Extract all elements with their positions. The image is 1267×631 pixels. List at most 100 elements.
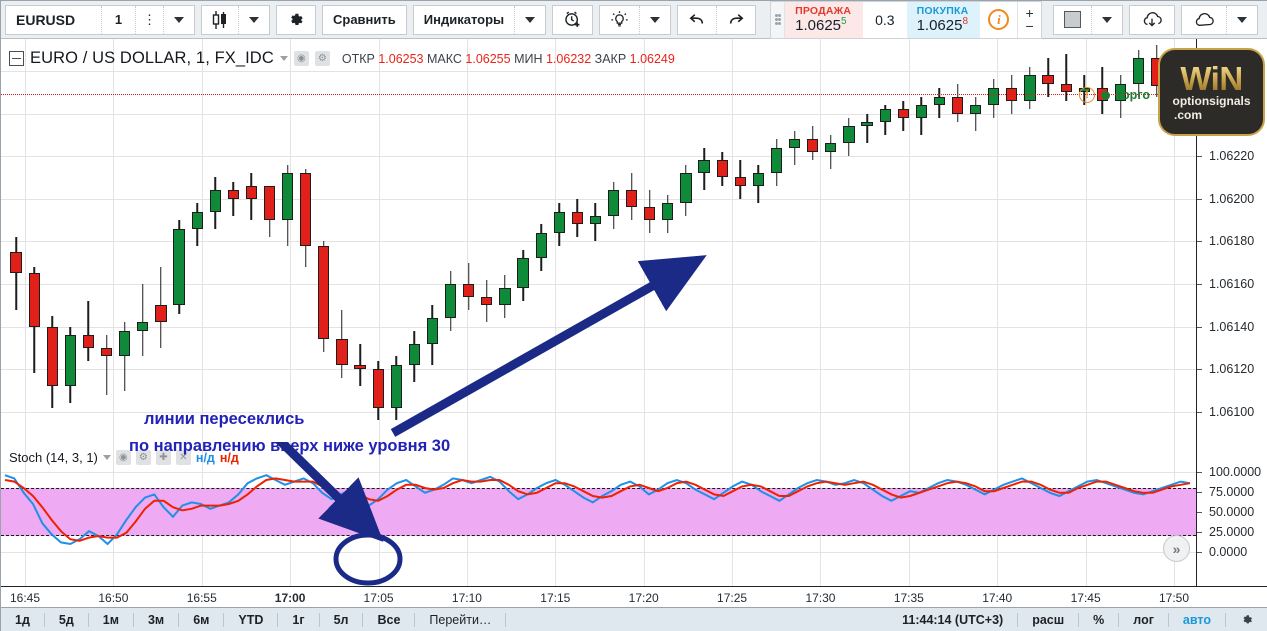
auto-scale-button[interactable]: авто bbox=[1169, 613, 1226, 627]
eye-icon[interactable]: ◉ bbox=[293, 51, 309, 66]
interval-menu-button[interactable]: ⋮ bbox=[136, 5, 164, 34]
candle-body bbox=[137, 322, 149, 331]
price-tick bbox=[1197, 156, 1202, 158]
gear-icon[interactable] bbox=[277, 6, 315, 34]
sell-button[interactable]: ПРОДАЖА 1.06255 bbox=[785, 1, 864, 38]
gridline-vertical bbox=[113, 39, 115, 586]
chart-type-dropdown-button[interactable] bbox=[239, 6, 269, 34]
candle-body bbox=[82, 335, 95, 348]
range-button[interactable]: 1м bbox=[89, 613, 134, 627]
candlestick bbox=[100, 39, 113, 480]
warning-icon[interactable]: ! bbox=[1079, 87, 1096, 103]
candle-body bbox=[372, 369, 384, 408]
trading-status: ! торго bbox=[1079, 87, 1150, 103]
candlestick bbox=[988, 39, 1000, 480]
lightbulb-icon[interactable] bbox=[600, 5, 641, 34]
indicators-dropdown-button[interactable] bbox=[515, 6, 545, 34]
range-button[interactable]: 6м bbox=[179, 613, 225, 627]
buy-label: ПОКУПКА bbox=[916, 5, 969, 18]
candle-body bbox=[499, 288, 511, 306]
range-button[interactable]: Все bbox=[363, 613, 416, 627]
range-button[interactable]: 3м bbox=[134, 613, 180, 627]
redo-arrow-icon[interactable] bbox=[717, 6, 755, 34]
idea-dropdown-button[interactable] bbox=[640, 6, 670, 34]
time-axis[interactable]: 16:45 16:50 16:55 17:00 17:05 17:10 17:15 17:20… bbox=[1, 586, 1267, 608]
candlestick bbox=[861, 39, 873, 480]
candle-body bbox=[64, 335, 76, 387]
candlestick bbox=[662, 39, 674, 480]
plus-icon[interactable]: ✚ bbox=[155, 450, 171, 465]
candle-body bbox=[607, 190, 620, 216]
range-button[interactable]: 1д bbox=[1, 613, 45, 627]
cloud-icon[interactable] bbox=[1182, 5, 1227, 34]
drag-handle[interactable] bbox=[771, 1, 786, 38]
candle-body bbox=[481, 296, 493, 306]
legend-symbol-title: EURO / US DOLLAR, 1, FX_IDC bbox=[30, 49, 274, 67]
interval-dropdown-button[interactable] bbox=[164, 6, 194, 34]
candle-body bbox=[173, 228, 185, 306]
indicator-tick bbox=[1197, 552, 1202, 553]
candles-icon[interactable] bbox=[202, 5, 239, 34]
interval-button[interactable]: 1 bbox=[102, 5, 136, 34]
candlestick bbox=[1096, 39, 1109, 480]
decrease-button[interactable]: − bbox=[1025, 17, 1034, 34]
candlestick bbox=[173, 39, 185, 480]
candle-wick bbox=[105, 335, 108, 395]
layout-dropdown-button[interactable] bbox=[1092, 6, 1122, 34]
info-icon[interactable]: i bbox=[980, 1, 1018, 38]
cloud-download-icon[interactable] bbox=[1130, 6, 1174, 34]
candle-body bbox=[1060, 83, 1072, 93]
chevron-down-icon[interactable] bbox=[279, 56, 288, 61]
chevron-down-icon[interactable] bbox=[102, 455, 111, 460]
chevron-double-right-icon[interactable]: » bbox=[1163, 535, 1190, 562]
range-button[interactable]: YTD bbox=[224, 613, 279, 627]
quote-panel: ПРОДАЖА 1.06255 0.3 ПОКУПКА 1.06258 i + … bbox=[770, 0, 1042, 39]
range-button[interactable]: 1г bbox=[278, 613, 320, 627]
chevron-down-icon bbox=[249, 16, 259, 23]
goto-button[interactable]: Перейти… bbox=[415, 613, 507, 627]
gear-icon[interactable]: ⚙ bbox=[314, 51, 330, 66]
buy-button[interactable]: ПОКУПКА 1.06258 bbox=[906, 1, 981, 38]
close-label: ЗАКР bbox=[594, 51, 627, 66]
status-dot-icon bbox=[1101, 90, 1111, 100]
stochastic-pane[interactable]: Stoch (14, 3, 1) ◉ ⚙ ✚ ✕ н/д н/д » 100.0… bbox=[1, 442, 1267, 586]
indicators-button[interactable]: Индикаторы bbox=[414, 5, 516, 34]
time-tick-label: 16:45 bbox=[9, 591, 41, 605]
gear-icon[interactable]: ⚙ bbox=[135, 450, 151, 465]
gridline-vertical bbox=[290, 39, 292, 586]
candlestick bbox=[119, 39, 131, 480]
cloud-dropdown-button[interactable] bbox=[1227, 6, 1257, 34]
save-group bbox=[1129, 4, 1175, 35]
gear-icon[interactable] bbox=[1226, 613, 1267, 627]
close-icon[interactable]: ✕ bbox=[175, 450, 191, 465]
log-scale-button[interactable]: лог bbox=[1119, 613, 1169, 627]
extended-hours-button[interactable]: расш bbox=[1018, 613, 1080, 627]
indicator-scale[interactable]: 100.0000 75.0000 50.0000 25.0000 0.0000 bbox=[1196, 442, 1267, 586]
candle-body bbox=[970, 105, 982, 114]
range-button[interactable]: 5д bbox=[45, 613, 89, 627]
collapse-icon[interactable] bbox=[9, 51, 24, 66]
alarm-add-icon[interactable] bbox=[553, 6, 592, 34]
compare-button[interactable]: Сравнить bbox=[333, 12, 396, 27]
gridline-horizontal bbox=[1, 70, 1196, 72]
candle-wick bbox=[866, 113, 868, 144]
price-tick-label: 1.06180 bbox=[1209, 234, 1255, 249]
gridline-vertical bbox=[25, 39, 26, 586]
candlestick bbox=[698, 39, 710, 480]
percent-scale-button[interactable]: % bbox=[1079, 613, 1120, 627]
candlestick bbox=[770, 39, 783, 480]
gridline-vertical bbox=[908, 39, 910, 586]
range-button[interactable]: 5л bbox=[320, 613, 364, 627]
symbol-input[interactable]: EURUSD bbox=[6, 5, 102, 34]
candle-wick bbox=[1065, 53, 1067, 101]
eye-icon[interactable]: ◉ bbox=[115, 450, 131, 465]
undo-arrow-icon[interactable] bbox=[678, 5, 718, 34]
increase-button[interactable]: + bbox=[1025, 4, 1034, 21]
time-tick-label: 16:55 bbox=[186, 591, 217, 605]
quantity-stepper[interactable]: + − bbox=[1017, 1, 1041, 38]
layout-square-icon[interactable] bbox=[1054, 5, 1092, 34]
footer-right-group: 11:44:14 (UTC+3) расш % лог авто bbox=[888, 613, 1267, 627]
gridline-horizontal bbox=[1, 113, 1196, 115]
layout-group bbox=[1053, 4, 1123, 35]
time-tick-label: 17:25 bbox=[717, 591, 748, 605]
